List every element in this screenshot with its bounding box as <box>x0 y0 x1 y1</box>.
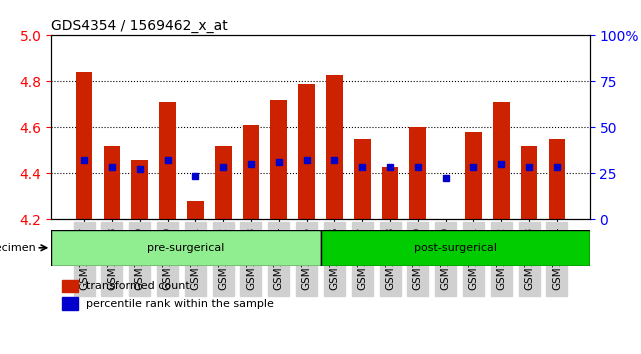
Bar <box>271 100 287 219</box>
Bar <box>62 297 78 310</box>
Text: percentile rank within the sample: percentile rank within the sample <box>87 299 274 309</box>
FancyBboxPatch shape <box>320 230 590 266</box>
Bar <box>326 74 343 219</box>
Text: specimen: specimen <box>0 243 37 253</box>
Bar <box>215 146 231 219</box>
Bar <box>104 146 121 219</box>
Text: pre-surgerical: pre-surgerical <box>147 243 224 253</box>
FancyBboxPatch shape <box>51 230 320 266</box>
Bar <box>131 160 148 219</box>
Bar <box>381 167 398 219</box>
Bar <box>62 280 78 292</box>
Bar <box>465 132 482 219</box>
Text: post-surgerical: post-surgerical <box>413 243 497 253</box>
Bar <box>410 127 426 219</box>
Bar <box>159 102 176 219</box>
Bar <box>76 72 92 219</box>
Text: transformed count: transformed count <box>87 281 190 291</box>
Text: GDS4354 / 1569462_x_at: GDS4354 / 1569462_x_at <box>51 19 228 33</box>
Bar <box>549 139 565 219</box>
Bar <box>298 84 315 219</box>
Bar <box>520 146 537 219</box>
Bar <box>243 125 260 219</box>
Bar <box>354 139 370 219</box>
Bar <box>187 201 204 219</box>
Bar <box>493 102 510 219</box>
